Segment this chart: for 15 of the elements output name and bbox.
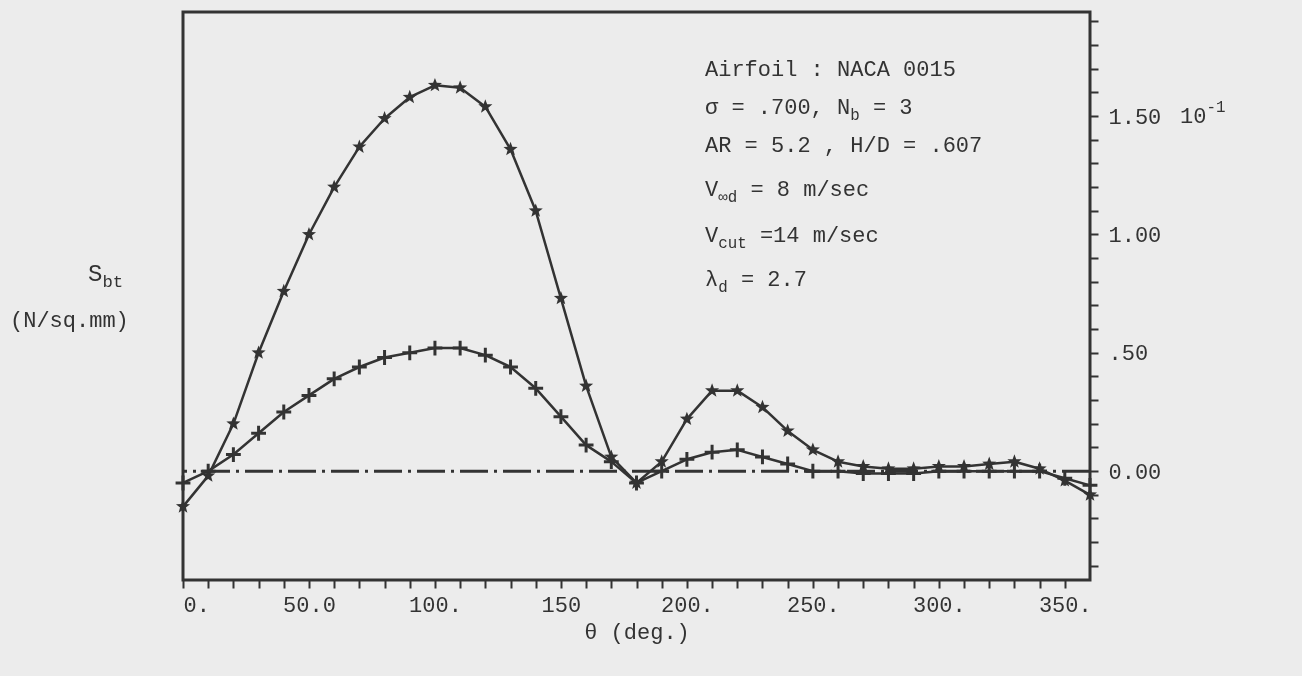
annotation: Airfoil : NACA 0015 — [705, 58, 956, 83]
y-tick-label: 0.00 — [1108, 460, 1162, 486]
y-tick-label: 1.00 — [1108, 223, 1162, 249]
x-tick-label: 0. — [183, 593, 210, 619]
y-tick-label: 1.50 — [1108, 105, 1162, 131]
annotation: AR = 5.2 , H/D = .607 — [705, 134, 983, 159]
x-tick-label: 150 — [541, 593, 582, 619]
x-tick-label: 350. — [1038, 593, 1092, 619]
x-tick-label: 300. — [912, 593, 966, 619]
x-tick-label: 100. — [409, 593, 462, 619]
x-tick-label: 200. — [660, 593, 714, 619]
y-tick-label: .50 — [1108, 342, 1149, 368]
x-tick-label: 50.0 — [283, 593, 336, 619]
x-tick-label: 250. — [786, 593, 840, 619]
x-axis-title: θ (deg.) — [584, 620, 690, 646]
